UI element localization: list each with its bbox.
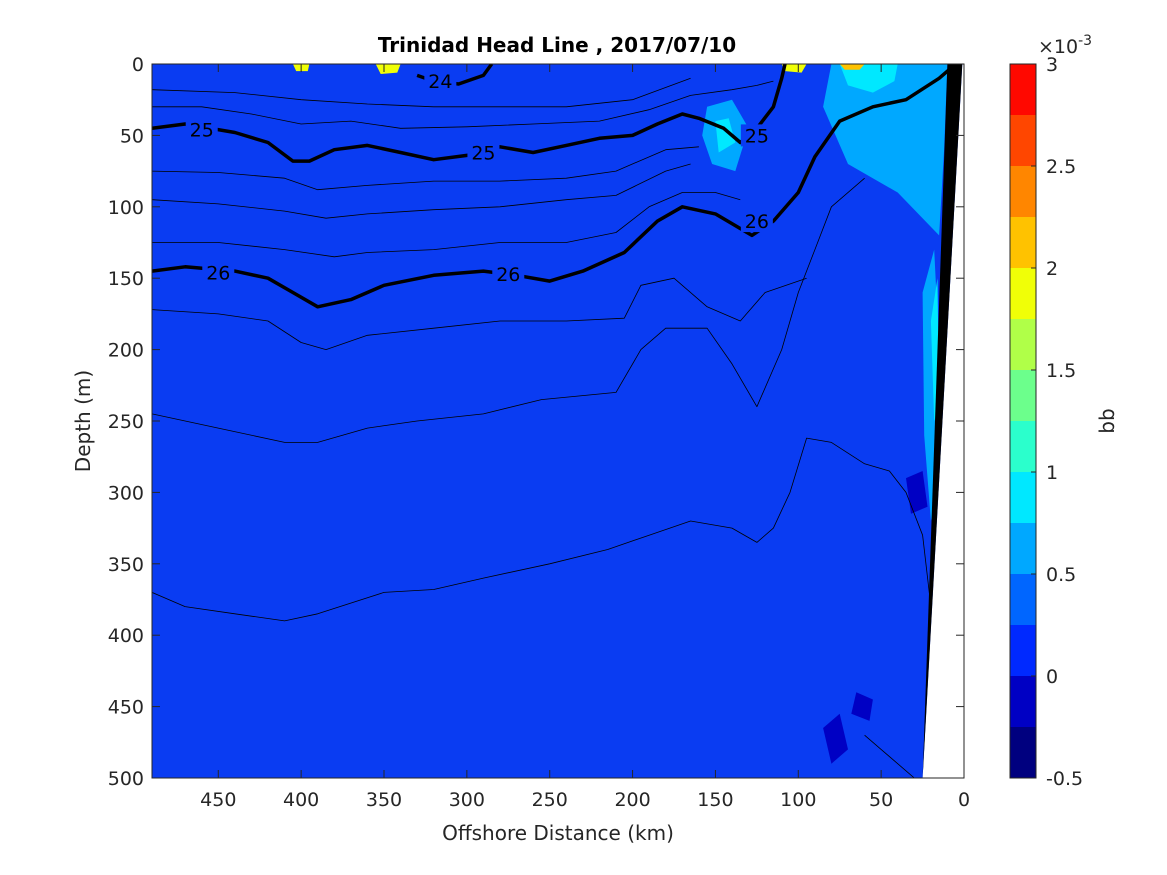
colorbar-tick-label: 1: [1046, 462, 1058, 484]
contour-line: [152, 192, 741, 258]
contour-line: [152, 163, 691, 219]
contour-label: 26: [206, 262, 230, 284]
land-mask: [922, 64, 963, 778]
contour-label: 26: [496, 264, 520, 286]
contour-label: 24: [428, 71, 452, 93]
contour-line: [152, 64, 957, 309]
contour-line: [152, 437, 932, 622]
contour-label-bg: [740, 210, 773, 233]
field-patch: [839, 64, 865, 70]
x-tick-label: 400: [283, 789, 319, 811]
colorbar-swatch: [1010, 727, 1036, 778]
colorbar-swatch: [1010, 472, 1036, 523]
y-tick-label: 200: [108, 340, 144, 362]
land-mask-white: [922, 64, 964, 778]
x-tick-label: 300: [449, 789, 485, 811]
colorbar-frame: [1009, 63, 1037, 779]
contour-label-bg: [424, 70, 457, 93]
contour-label-bg: [185, 118, 218, 141]
colorbar-swatch: [1010, 166, 1036, 217]
colorbar-exponent-power: -3: [1078, 33, 1092, 49]
colorbar-tick-label: 3: [1046, 54, 1058, 76]
field-background: [152, 64, 964, 778]
colorbar-tick-label: 0: [1046, 666, 1058, 688]
field-patch: [823, 64, 948, 236]
colorbar-tick-label: -0.5: [1046, 768, 1083, 790]
contour-line: [152, 177, 865, 443]
y-tick-label: 350: [108, 554, 144, 576]
y-tick-label: 150: [108, 268, 144, 290]
x-tick-label: 150: [697, 789, 733, 811]
colorbar-swatch: [1010, 115, 1036, 166]
field-patch: [851, 692, 873, 721]
contour-line: [152, 77, 691, 108]
contour-label: 25: [471, 143, 495, 165]
contour-line: [152, 277, 807, 350]
contour-line: [864, 734, 915, 778]
y-tick-label: 50: [120, 125, 144, 147]
contour-label: 25: [745, 125, 769, 147]
y-tick-label: 300: [108, 482, 144, 504]
field-patch: [823, 713, 848, 764]
colorbar: 3 2.5 2 1.5 1 0.5 0 -0.5: [1009, 54, 1083, 790]
colorbar-swatch: [1010, 319, 1036, 370]
x-tick-label: 200: [614, 789, 650, 811]
x-tick-label: 350: [366, 789, 402, 811]
colorbar-swatch: [1010, 676, 1036, 727]
x-tick-label: 50: [869, 789, 893, 811]
colorbar-tick-label: 2: [1046, 258, 1058, 280]
colorbar-swatch: [1010, 523, 1036, 574]
y-tick-label: 0: [132, 54, 144, 76]
contour-label-bg: [467, 141, 500, 164]
x-tick-label: 0: [958, 789, 970, 811]
y-tick-label: 250: [108, 411, 144, 433]
chart-title: Trinidad Head Line , 2017/07/10: [378, 33, 736, 57]
x-axis-label: Offshore Distance (km): [442, 821, 674, 845]
field-patch: [839, 64, 898, 93]
field-patch: [906, 471, 928, 514]
colorbar-swatch: [1010, 625, 1036, 676]
contour-label-bg: [492, 262, 525, 285]
svg-text:×10-3: ×10-3: [1038, 33, 1092, 58]
colorbar-swatch: [1010, 421, 1036, 472]
y-tick-label: 450: [108, 697, 144, 719]
colorbar-label: bb: [1095, 408, 1119, 433]
y-tick-label: 100: [108, 197, 144, 219]
y-axis-label: Depth (m): [71, 370, 95, 472]
colorbar-tick-label: 0.5: [1046, 564, 1076, 586]
colorbar-exponent-base: ×10: [1038, 36, 1078, 58]
contour-line: [152, 64, 787, 163]
contour-label: 26: [745, 211, 769, 233]
axes: 450 400 350 300 250 200 150 100 50 00501001502002…: [108, 54, 970, 811]
contour-line: [152, 80, 774, 129]
plot-area: 24 25 25 25 26 26 26: [152, 64, 964, 778]
field-patch: [375, 64, 401, 74]
contour-label-bg: [740, 124, 773, 147]
x-tick-label: 250: [532, 789, 568, 811]
colorbar-tick-label: 2.5: [1046, 156, 1076, 178]
y-tick-label: 400: [108, 625, 144, 647]
colorbar-tick-label: 1.5: [1046, 360, 1076, 382]
colorbar-swatch: [1010, 64, 1036, 115]
y-tick-label: 500: [108, 768, 144, 790]
colorbar-exponent: ×10-3: [1038, 33, 1092, 58]
x-tick-label: 450: [200, 789, 236, 811]
colorbar-swatch: [1010, 268, 1036, 319]
field-patch: [781, 64, 807, 73]
colorbar-swatch: [1010, 370, 1036, 421]
contour-label: 25: [190, 120, 214, 142]
contour-label-bg: [202, 261, 235, 284]
x-tick-label: 100: [780, 789, 816, 811]
contour-line: [152, 146, 699, 191]
colorbar-swatch: [1010, 217, 1036, 268]
colorbar-swatch: [1010, 574, 1036, 625]
